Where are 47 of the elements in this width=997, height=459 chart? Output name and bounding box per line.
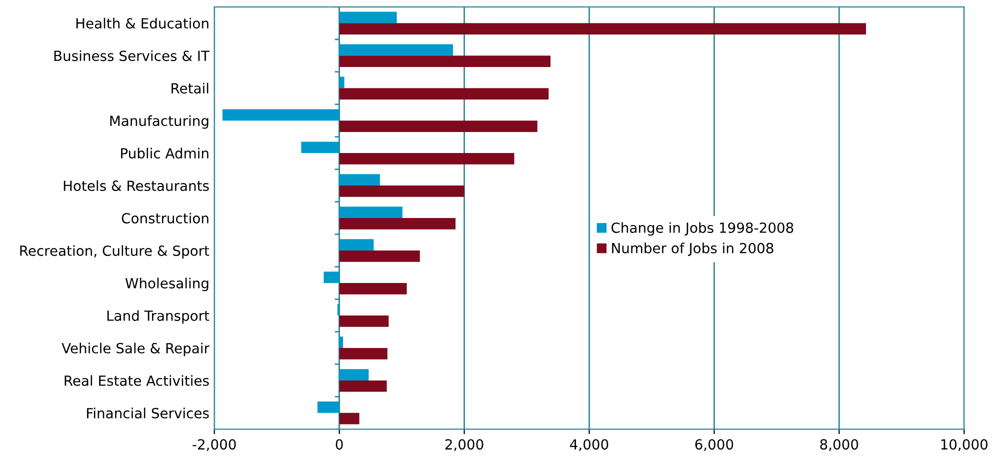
bar	[339, 44, 454, 56]
y-tick-label: Wholesaling	[125, 278, 208, 292]
bar	[339, 369, 369, 380]
legend-label: Change in Jobs 1998-2008	[612, 222, 794, 236]
y-tick-label: Vehicle Sale & Repair	[62, 342, 210, 356]
bar	[339, 120, 538, 132]
bar	[339, 186, 464, 197]
bar	[339, 88, 549, 100]
bar	[339, 315, 389, 327]
x-tick-label: 10,000	[941, 439, 988, 452]
y-tick-label: Manufacturing	[110, 115, 208, 129]
bar	[339, 348, 388, 360]
y-tick-label: Land Transport	[107, 310, 210, 324]
bar	[324, 272, 340, 283]
x-tick-label: 4,000	[570, 439, 608, 452]
bar	[339, 239, 374, 251]
bar	[339, 23, 866, 34]
bar	[339, 380, 387, 392]
legend-label: Number of Jobs in 2008	[612, 242, 774, 256]
bar	[301, 142, 340, 154]
bar	[339, 153, 514, 164]
x-tick-label: 2,000	[445, 439, 484, 452]
y-tick-label: Retail	[172, 82, 208, 94]
y-tick-label: Health & Education	[76, 18, 208, 29]
bar	[339, 76, 344, 88]
y-tick-label: Real Estate Activities	[64, 375, 209, 386]
y-tick-label: Financial Services	[87, 408, 209, 418]
y-tick-label: Business Services & IT	[54, 50, 210, 62]
bar	[317, 402, 340, 413]
x-tick-label: 6,000	[695, 439, 734, 452]
x-tick-label: 8,000	[820, 439, 858, 452]
bar	[339, 250, 420, 262]
x-tick-label: -2,000	[192, 439, 236, 452]
bar	[339, 412, 360, 424]
y-tick-label: Construction	[122, 212, 208, 224]
bar	[339, 218, 456, 230]
bar	[339, 206, 402, 218]
y-tick-label: Hotels & Restaurants	[64, 180, 209, 192]
y-tick-label: Public Admin	[121, 148, 208, 159]
bar	[339, 12, 397, 24]
bar	[222, 109, 340, 121]
bar	[339, 282, 407, 294]
x-tick-label: 0	[336, 439, 343, 450]
y-tick-label: Recreation, Culture & Sport	[20, 245, 210, 259]
bar	[339, 336, 344, 348]
bar	[339, 174, 380, 186]
bar	[339, 56, 550, 67]
